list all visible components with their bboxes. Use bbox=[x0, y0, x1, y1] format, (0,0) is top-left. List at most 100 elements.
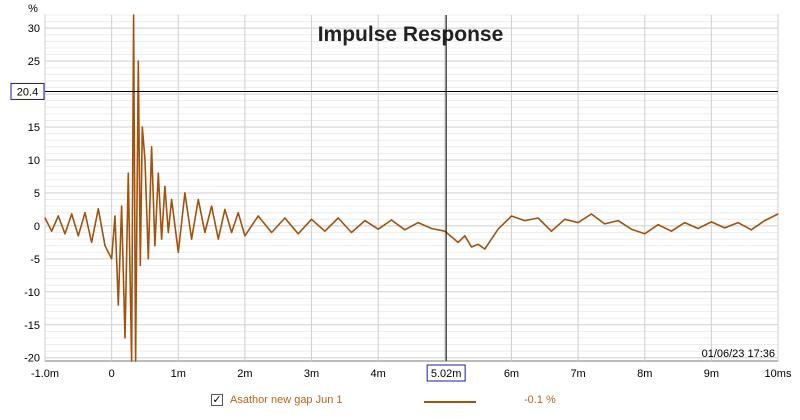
x-tick-label: 0 bbox=[109, 368, 115, 380]
data-point bbox=[750, 229, 752, 231]
data-point bbox=[350, 231, 353, 234]
data-point bbox=[141, 126, 143, 128]
x-tick-label: 1m bbox=[171, 368, 186, 380]
legend-cursor-value: -0.1 % bbox=[524, 394, 556, 406]
data-point bbox=[144, 159, 146, 161]
data-point bbox=[44, 217, 46, 219]
data-point bbox=[157, 172, 159, 174]
data-point bbox=[224, 208, 226, 210]
data-point bbox=[121, 205, 123, 207]
data-point bbox=[417, 222, 419, 224]
y-tick-label: 25 bbox=[28, 56, 40, 68]
data-point bbox=[51, 230, 53, 232]
x-tick-label: 4m bbox=[371, 368, 386, 380]
x-tick-label: 6m bbox=[504, 368, 519, 380]
cursor-y-label: 20.4 bbox=[17, 86, 38, 98]
data-point bbox=[97, 208, 99, 210]
data-point bbox=[147, 258, 149, 260]
data-point bbox=[430, 227, 433, 230]
chart-title: Impulse Response bbox=[318, 23, 504, 46]
data-point bbox=[244, 235, 246, 237]
data-point bbox=[590, 213, 593, 215]
data-point bbox=[444, 230, 446, 232]
data-point bbox=[57, 215, 59, 217]
data-point bbox=[231, 231, 233, 234]
cursor-x-label: 5.02m bbox=[431, 368, 462, 380]
data-point bbox=[464, 235, 466, 237]
data-point bbox=[497, 228, 499, 230]
data-point bbox=[135, 360, 137, 362]
data-point bbox=[504, 222, 506, 224]
y-tick-label: 0 bbox=[34, 221, 40, 233]
data-point bbox=[390, 219, 393, 221]
data-point bbox=[484, 248, 486, 250]
data-point bbox=[117, 304, 119, 306]
data-point bbox=[284, 217, 286, 219]
data-point bbox=[670, 230, 673, 232]
data-point bbox=[470, 246, 473, 248]
x-tick-label: 9m bbox=[704, 368, 719, 380]
data-point bbox=[104, 245, 106, 247]
data-point bbox=[204, 231, 206, 234]
data-point bbox=[171, 198, 173, 201]
data-point bbox=[84, 212, 86, 214]
data-point bbox=[64, 233, 66, 235]
data-point bbox=[457, 241, 459, 243]
data-point bbox=[377, 228, 379, 230]
data-point bbox=[604, 223, 606, 225]
data-point bbox=[337, 217, 339, 219]
data-point bbox=[197, 198, 199, 201]
data-point bbox=[124, 337, 126, 339]
data-point bbox=[537, 217, 539, 219]
data-point bbox=[764, 220, 766, 222]
data-point bbox=[684, 222, 686, 224]
legend-series-name[interactable]: Asathor new gap Jun 1 bbox=[230, 394, 343, 406]
data-point bbox=[490, 238, 493, 240]
data-point bbox=[184, 192, 186, 194]
data-point bbox=[91, 241, 93, 243]
data-point bbox=[154, 245, 156, 247]
data-point bbox=[257, 215, 259, 217]
data-point bbox=[139, 264, 141, 266]
plot-area[interactable] bbox=[44, 14, 779, 362]
y-tick-label: -5 bbox=[30, 254, 40, 266]
legend-line-swatch bbox=[424, 401, 476, 403]
data-point bbox=[127, 172, 129, 174]
data-point bbox=[211, 205, 213, 207]
series-visibility-checkbox[interactable]: ✓ bbox=[211, 394, 223, 406]
measurement-timestamp: 01/06/23 17:36 bbox=[702, 348, 775, 360]
data-point bbox=[167, 231, 169, 234]
data-point bbox=[510, 215, 513, 217]
impulse-response-chart[interactable]: 302520151050-5-10-15-20%-1.0m01m2m3m4m6m… bbox=[0, 0, 800, 392]
data-point bbox=[564, 218, 566, 220]
data-point bbox=[777, 213, 779, 215]
y-tick-label: 10 bbox=[28, 155, 40, 167]
data-point bbox=[644, 233, 646, 235]
data-point bbox=[77, 235, 79, 237]
x-tick-label: 7m bbox=[570, 368, 585, 380]
data-point bbox=[161, 238, 163, 240]
data-point bbox=[217, 238, 219, 240]
data-point bbox=[133, 14, 135, 16]
data-point bbox=[71, 213, 73, 215]
cursor-x-box bbox=[426, 364, 466, 382]
x-tick-label: 8m bbox=[637, 368, 652, 380]
data-point bbox=[737, 222, 739, 224]
x-tick-label: 3m bbox=[304, 368, 319, 380]
data-point bbox=[191, 238, 193, 240]
data-point bbox=[137, 60, 139, 62]
data-point bbox=[477, 243, 479, 245]
data-point bbox=[710, 221, 713, 223]
y-tick-label: -15 bbox=[24, 320, 40, 332]
data-point bbox=[114, 215, 116, 217]
data-point bbox=[151, 146, 153, 148]
cursor-y-box bbox=[10, 82, 45, 100]
data-point bbox=[297, 233, 299, 235]
x-tick-label: 2m bbox=[237, 368, 252, 380]
data-point bbox=[617, 220, 619, 222]
impulse-trace[interactable] bbox=[44, 14, 779, 362]
data-point bbox=[404, 229, 406, 231]
data-point bbox=[177, 251, 179, 253]
data-point bbox=[550, 230, 553, 232]
